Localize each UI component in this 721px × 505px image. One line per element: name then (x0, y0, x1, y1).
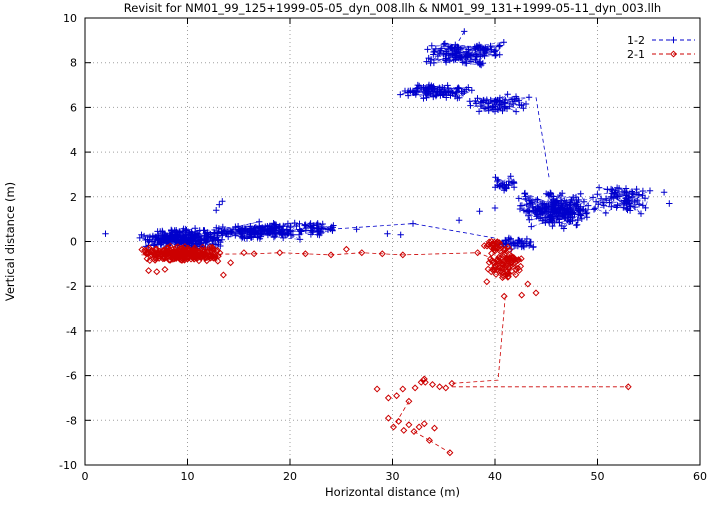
legend-marker-plus (670, 36, 677, 44)
axis-ticks (84, 17, 701, 466)
legend-label-2-1: 2-1 (627, 48, 645, 61)
series-2-1 (138, 237, 632, 457)
svg-text:2: 2 (70, 191, 77, 204)
svg-text:0: 0 (82, 470, 89, 483)
svg-text:8: 8 (70, 57, 77, 70)
svg-text:10: 10 (181, 470, 195, 483)
connector-line (393, 401, 410, 428)
connector-line (535, 97, 550, 179)
x-tick-labels: 0 10 20 30 40 50 60 (82, 470, 708, 483)
svg-text:6: 6 (70, 101, 77, 114)
legend: 1-22-1 (627, 34, 695, 61)
svg-text:-2: -2 (66, 280, 77, 293)
x-axis-label: Horizontal distance (m) (325, 485, 460, 499)
svg-text:-6: -6 (66, 370, 77, 383)
svg-text:-4: -4 (66, 325, 77, 338)
series-1-2 (102, 28, 673, 253)
svg-text:40: 40 (488, 470, 502, 483)
connector-line (141, 252, 496, 260)
svg-text:4: 4 (70, 146, 77, 159)
y-tick-labels: -10 -8 -6 -4 -2 0 2 4 6 8 10 (59, 12, 77, 472)
svg-text:20: 20 (283, 470, 297, 483)
svg-text:30: 30 (386, 470, 400, 483)
connector-line (413, 431, 430, 441)
svg-text:60: 60 (693, 470, 707, 483)
grid-lines (85, 18, 700, 465)
svg-text:0: 0 (70, 236, 77, 249)
series-1-2-markers (102, 28, 673, 253)
svg-text:-10: -10 (59, 459, 77, 472)
series-2-1-markers (138, 237, 632, 457)
connector-line (429, 440, 451, 454)
legend-marker-diamond (669, 50, 678, 58)
chart-title: Revisit for NM01_99_125+1999-05-05_dyn_0… (124, 1, 661, 15)
svg-text:50: 50 (591, 470, 605, 483)
y-axis-label: Vertical distance (m) (3, 182, 17, 301)
svg-text:10: 10 (63, 12, 77, 25)
svg-text:-8: -8 (66, 414, 77, 427)
connector-line (451, 296, 506, 384)
legend-label-1-2: 1-2 (627, 34, 645, 47)
